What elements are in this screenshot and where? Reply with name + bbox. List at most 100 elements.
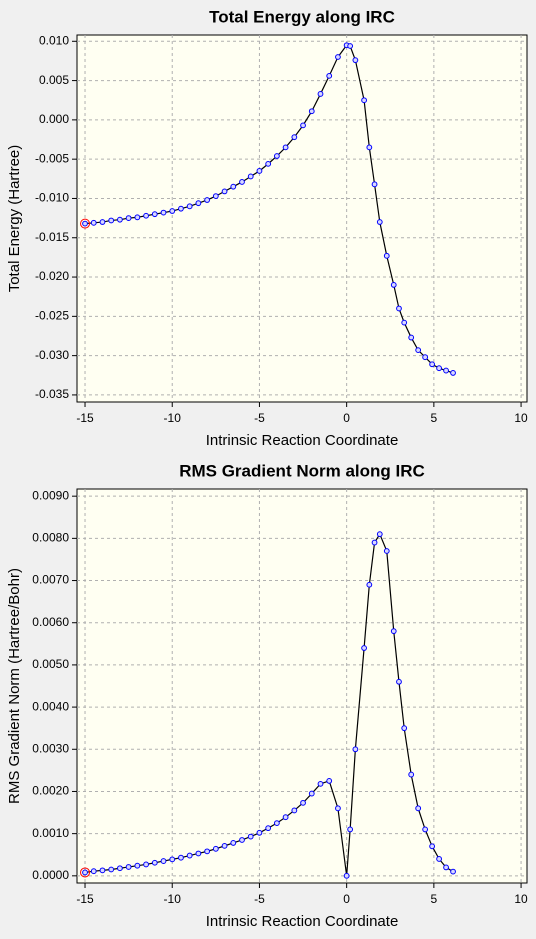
y-tick-label: -0.020 <box>35 269 69 283</box>
y-tick-label: -0.010 <box>35 191 69 205</box>
data-point <box>212 193 219 200</box>
data-point <box>291 134 298 141</box>
data-point <box>300 799 306 806</box>
highlight-point <box>80 867 91 878</box>
data-point <box>169 856 176 863</box>
data-point <box>273 153 280 159</box>
x-tick-label: 10 <box>514 411 528 425</box>
data-point <box>125 864 132 870</box>
data-point <box>317 780 324 787</box>
data-point <box>371 539 378 546</box>
chart: RMS Gradient Norm along IRC Intrinsic Rea… <box>6 461 528 929</box>
data-point <box>383 252 390 259</box>
x-tick-label: -10 <box>164 411 182 425</box>
data-point <box>221 188 228 195</box>
data-point <box>436 365 442 372</box>
data-point <box>178 854 184 861</box>
data-point <box>422 354 429 361</box>
data-point <box>396 305 402 312</box>
data-point <box>230 840 237 846</box>
x-tick-label: -5 <box>254 892 265 906</box>
data-point <box>308 108 315 115</box>
data-point <box>143 212 149 219</box>
data-point <box>160 209 167 216</box>
data-point <box>256 168 263 174</box>
highlight-point <box>80 218 91 229</box>
data-point <box>90 219 97 226</box>
data-point <box>160 858 167 864</box>
y-tick-label: 0.0050 <box>32 657 69 671</box>
plot-area <box>76 34 528 403</box>
x-tick-label: -10 <box>164 892 182 906</box>
y-tick-label: 0.0080 <box>32 531 69 545</box>
x-tick-label: -15 <box>76 411 94 425</box>
data-point <box>265 825 272 832</box>
data-point <box>335 54 341 60</box>
x-axis-label: Intrinsic Reaction Coordinate <box>206 913 399 930</box>
x-tick-label: -5 <box>254 411 265 425</box>
y-tick-label: 0.005 <box>39 73 69 87</box>
data-point <box>256 829 263 836</box>
data-point <box>401 725 408 732</box>
data-point <box>117 216 123 223</box>
data-point <box>151 859 158 866</box>
data-point <box>239 179 245 185</box>
x-tick-label: 5 <box>431 892 438 906</box>
data-point <box>282 144 289 151</box>
data-point <box>352 57 359 64</box>
y-tick-label: 0.0090 <box>32 488 69 502</box>
data-point <box>169 208 176 214</box>
data-point <box>134 862 141 869</box>
data-point <box>99 867 106 874</box>
data-point <box>429 361 436 368</box>
data-point <box>408 334 415 341</box>
plot-area <box>76 488 528 884</box>
data-point <box>90 868 97 875</box>
chart-title: RMS Gradient Norm along IRC <box>179 461 425 480</box>
data-point <box>195 200 202 207</box>
y-tick-label: 0.010 <box>39 33 69 47</box>
y-tick-label: 0.0020 <box>32 784 69 798</box>
data-point <box>308 790 315 797</box>
x-tick-label: 5 <box>431 411 438 425</box>
data-point <box>443 367 449 374</box>
data-point <box>117 865 123 872</box>
data-point <box>376 219 383 225</box>
y-tick-label: -0.015 <box>35 230 69 244</box>
data-point <box>291 807 298 814</box>
data-point <box>221 842 228 849</box>
data-point <box>230 183 237 190</box>
data-point <box>326 72 333 79</box>
x-tick-label: 0 <box>343 892 350 906</box>
data-point <box>247 833 254 840</box>
data-point <box>450 370 456 376</box>
data-point <box>443 864 449 871</box>
data-point <box>82 220 88 227</box>
data-point <box>151 211 158 218</box>
data-point <box>390 282 397 288</box>
y-tick-label: 0.0000 <box>32 868 69 882</box>
data-point <box>99 219 106 225</box>
data-point <box>408 771 415 778</box>
y-tick-label: 0.0040 <box>32 699 69 713</box>
data-point <box>436 856 442 862</box>
data-point <box>361 645 367 651</box>
data-point <box>450 868 456 875</box>
data-point <box>195 850 202 857</box>
data-point <box>317 91 324 97</box>
data-point <box>247 173 254 180</box>
y-tick-label: -0.030 <box>35 348 69 362</box>
data-point <box>371 181 378 188</box>
chart: Total Energy along IRC Intrinsic Reaction… <box>6 7 528 448</box>
data-point <box>186 203 193 210</box>
data-point <box>390 628 397 635</box>
data-point <box>396 678 402 685</box>
data-point <box>134 214 141 221</box>
x-tick-label: 0 <box>343 411 350 425</box>
data-point <box>422 826 429 833</box>
data-point <box>282 814 289 821</box>
data-point <box>212 845 219 852</box>
data-point <box>401 319 408 326</box>
data-point <box>366 581 373 588</box>
